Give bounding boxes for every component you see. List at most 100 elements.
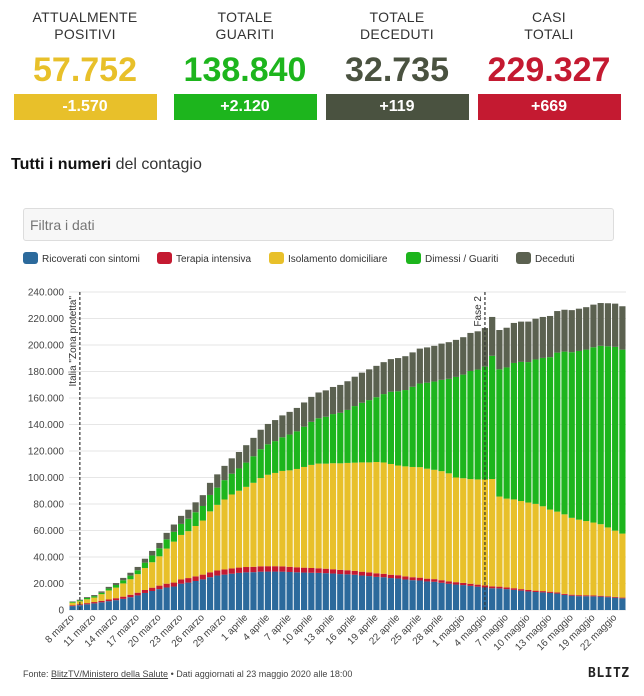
bar-segment: [460, 337, 467, 375]
bar-segment: [590, 595, 597, 597]
bar-segment: [561, 594, 568, 610]
bar-segment: [105, 586, 112, 589]
section-title-rest: del contagio: [111, 156, 202, 173]
summary-stats: ATTUALMENTE POSITIVI 57.752 -1.570 TOTAL…: [0, 0, 644, 128]
stat-label-line: CASI: [532, 9, 566, 25]
bar-segment: [380, 362, 387, 395]
bar-segment: [438, 343, 445, 380]
bar-segment: [416, 383, 423, 468]
stat-value: 229.327: [487, 51, 611, 89]
bar-segment: [120, 580, 127, 584]
bar-segment: [604, 303, 612, 347]
bar-segment: [279, 571, 286, 610]
bar-segment: [105, 588, 112, 591]
bar-segment: [272, 571, 279, 610]
bar-segment: [583, 595, 590, 597]
bar-segment: [206, 572, 214, 578]
stat-delta-badge: +669: [477, 94, 621, 120]
bar-segment: [315, 392, 322, 419]
bar-segment: [546, 509, 554, 592]
bar-segment: [546, 591, 554, 593]
bar-segment: [395, 358, 402, 392]
bar-segment: [264, 423, 272, 445]
bar-segment: [76, 599, 83, 601]
legend-label: Dimessi / Guariti: [425, 254, 499, 265]
bar-segment: [575, 519, 583, 596]
bar-segment: [561, 593, 568, 595]
bar-segment: [83, 604, 91, 610]
bar-segment: [293, 431, 300, 469]
y-tick-label: 140.000: [28, 420, 65, 431]
bar-segment: [329, 573, 337, 610]
bar-segment: [170, 541, 178, 583]
legend-item-terapia-intensiva[interactable]: Terapia intensiva: [157, 252, 251, 268]
bar-segment: [358, 372, 366, 403]
bar-segment: [141, 567, 149, 590]
bar-segment: [496, 496, 503, 587]
bar-segment: [192, 512, 199, 526]
legend-item-dimessi-guariti[interactable]: Dimessi / Guariti: [406, 252, 498, 268]
bar-segment: [105, 601, 112, 610]
bar-segment: [431, 345, 438, 382]
bar-segment: [228, 473, 235, 495]
bar-segment: [228, 458, 235, 474]
bar-segment: [250, 482, 257, 567]
y-tick-label: 20.000: [33, 579, 64, 590]
bar-segment: [517, 590, 525, 610]
bar-segment: [452, 477, 460, 583]
bar-segment: [170, 524, 178, 532]
bar-segment: [561, 309, 568, 352]
source-link[interactable]: BlitzTV/Ministero della Salute: [51, 669, 169, 679]
bar-segment: [380, 577, 387, 610]
bar-segment: [257, 429, 264, 450]
bar-segment: [149, 550, 156, 556]
stat-label-line: POSITIVI: [54, 26, 116, 42]
bar-segment: [91, 597, 98, 603]
bar-segment: [286, 566, 293, 572]
bar-segment: [344, 409, 351, 463]
stat-label-line: DECEDUTI: [360, 26, 434, 42]
bar-segment: [308, 572, 315, 610]
bar-segment: [387, 359, 395, 392]
bar-segment: [517, 361, 525, 502]
bar-segment: [467, 370, 474, 480]
legend-item-deceduti[interactable]: Deceduti: [516, 252, 574, 268]
bar-segment: [315, 572, 322, 610]
bar-segment: [214, 570, 221, 576]
bar-segment: [149, 562, 156, 588]
bar-segment: [98, 594, 105, 601]
bar-segment: [286, 434, 293, 471]
bar-segment: [380, 462, 387, 574]
bar-segment: [366, 576, 373, 610]
bar-segment: [243, 567, 250, 573]
bar-segment: [134, 595, 141, 610]
bar-segment: [496, 588, 503, 610]
bar-segment: [170, 531, 178, 542]
bar-segment: [539, 357, 546, 507]
bar-segment: [185, 531, 192, 579]
bar-segment: [112, 587, 120, 599]
y-tick-label: 60.000: [33, 526, 64, 537]
stat-totale-guariti: TOTALE GUARITI 138.840 +2.120: [172, 0, 318, 120]
bar-segment: [199, 579, 206, 610]
bar-segment: [127, 594, 134, 598]
bar-segment: [575, 350, 583, 520]
bar-segment: [243, 572, 250, 610]
bar-segment: [300, 466, 308, 568]
bar-segment: [496, 330, 503, 370]
legend-item-ricoverati[interactable]: Ricoverati con sintomi: [23, 252, 140, 268]
bar-segment: [409, 577, 416, 581]
bar-segment: [489, 316, 496, 356]
bar-segment: [300, 402, 308, 427]
bar-segment: [156, 585, 163, 590]
bar-segment: [120, 577, 127, 581]
stat-delta-badge: +119: [325, 94, 469, 120]
bar-segment: [496, 369, 503, 497]
bar-segment: [358, 575, 366, 610]
legend-item-isolamento[interactable]: Isolamento domiciliare: [269, 252, 388, 268]
bar-segment: [228, 568, 235, 574]
bar-segment: [561, 351, 568, 515]
bar-segment: [178, 534, 185, 580]
filter-input[interactable]: [23, 208, 614, 241]
bar-segment: [337, 574, 344, 610]
